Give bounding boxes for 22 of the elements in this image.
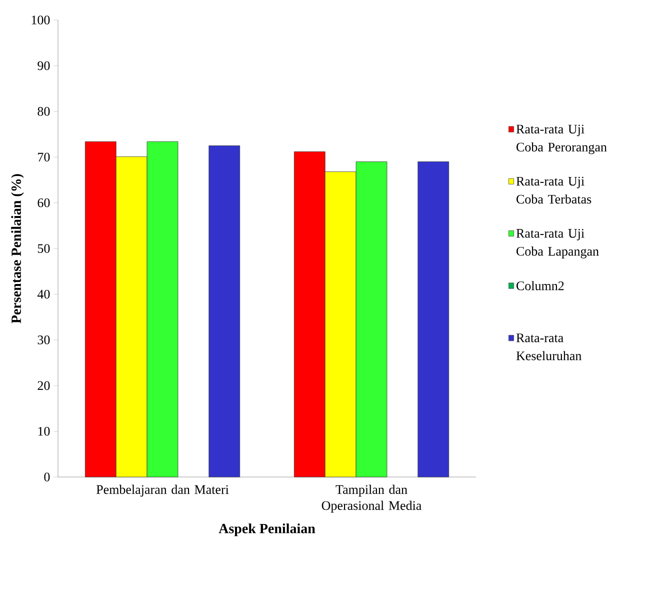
y-tick-label: 20: [38, 381, 50, 390]
legend-label: Column2: [516, 281, 564, 290]
y-tick-label: 0: [44, 472, 50, 482]
y-tick-label: 80: [38, 107, 50, 116]
bar: [418, 161, 450, 478]
x-axis-title: Aspek Penilaian: [218, 523, 316, 536]
y-tick-label: 10: [38, 426, 50, 436]
y-tick-label: 50: [38, 244, 50, 253]
y-tick-label: 30: [38, 336, 50, 344]
y-tick-label: 60: [38, 198, 50, 208]
bar: [208, 145, 240, 478]
x-tick-label: Tampilan dan Operasional Media: [322, 484, 422, 513]
legend-label: Rata-rata Uji Coba Perorangan: [516, 124, 607, 154]
y-tick-label: 40: [37, 290, 50, 299]
y-tick-label: 70: [38, 152, 50, 162]
legend-label: Rata-rata Uji Coba Lapangan: [516, 228, 599, 258]
y-tick-label: 100: [32, 16, 50, 24]
legend-label: Rata-rata Keseluruhan: [516, 334, 582, 360]
y-axis-title: Persentase Penilaian (%): [11, 174, 24, 324]
x-tick-label: Pembelajaran dan Materi: [96, 484, 229, 497]
y-tick-label: 90: [38, 61, 50, 70]
legend-label: Rata-rata Uji Coba Terbatas: [516, 176, 592, 204]
